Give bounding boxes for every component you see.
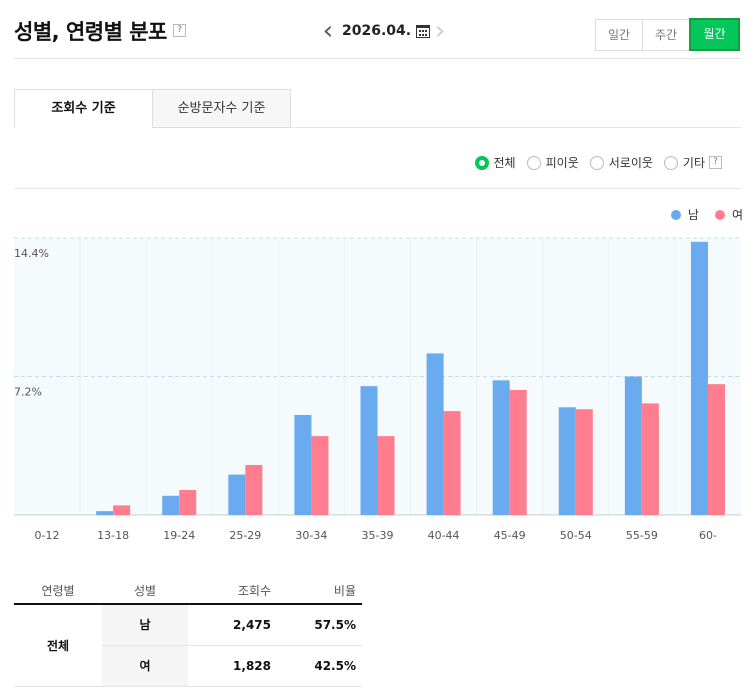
x-tick-label: 60-: [699, 529, 717, 542]
y-tick-label: 7.2%: [14, 386, 42, 399]
y-tick-label: 14.4%: [14, 247, 49, 260]
legend-female-label: 여: [731, 208, 743, 222]
x-tick-label: 13-18: [97, 529, 129, 542]
x-tick-label: 0-12: [35, 529, 60, 542]
col-header-age: 연령별: [14, 577, 102, 605]
period-weekly-button[interactable]: 주간: [642, 19, 690, 51]
bar-female: [311, 436, 329, 515]
tab-views[interactable]: 조회수 기준: [14, 89, 153, 128]
x-tick-label: 19-24: [163, 529, 195, 542]
views-cell: 1,828: [188, 645, 275, 687]
x-tick-label: 55-59: [626, 529, 658, 542]
x-tick-label: 30-34: [295, 529, 327, 542]
filter-other-label: 기타: [682, 156, 705, 170]
period-monthly-button[interactable]: 월간: [689, 18, 740, 51]
bar-male: [624, 376, 642, 515]
period-selector: 일간 주간 월간: [595, 18, 740, 51]
legend-male: 남: [670, 206, 699, 223]
bar-male: [294, 414, 312, 515]
sex-cell: 남: [102, 604, 188, 646]
neighbor-filter: 전체 피이웃 서로이웃 기타 ?: [464, 154, 722, 171]
table-row: 전체 남 2,475 57.5%: [14, 604, 362, 687]
age-group-cell: 전체: [14, 604, 102, 687]
bar-female: [707, 384, 725, 515]
filter-divider: [14, 188, 741, 189]
calendar-icon[interactable]: [416, 24, 431, 38]
filter-all[interactable]: 전체: [474, 154, 516, 171]
bar-female: [377, 436, 395, 515]
bar-male: [558, 407, 576, 515]
ratio-cell: 42.5%: [275, 645, 362, 687]
bar-female: [575, 409, 593, 515]
bar-male: [162, 495, 180, 515]
table-row: 여 1,828 42.5%: [14, 645, 362, 687]
legend-female-dot: [714, 209, 725, 220]
radio-selected-icon[interactable]: [474, 155, 489, 170]
col-header-views: 조회수: [188, 577, 275, 605]
next-date-icon[interactable]: ›: [434, 16, 446, 46]
legend-female: 여: [714, 206, 743, 223]
views-cell: 2,475: [188, 604, 275, 646]
x-tick-label: 35-39: [362, 529, 394, 542]
filter-mutual-label: 서로이웃: [608, 156, 653, 170]
filter-all-label: 전체: [493, 156, 516, 170]
sex-cell: 여: [102, 645, 188, 687]
bar-female: [443, 411, 461, 515]
filter-neighbor-label: 피이웃: [545, 156, 579, 170]
filter-neighbor[interactable]: 피이웃: [526, 154, 579, 171]
date-navigator: ‹ 2026.04. ›: [318, 18, 450, 44]
x-tick-label: 50-54: [560, 529, 592, 542]
col-header-ratio: 비율: [275, 577, 362, 605]
x-tick-label: 25-29: [229, 529, 261, 542]
bar-male: [360, 386, 378, 515]
bar-male: [96, 511, 114, 515]
period-daily-button[interactable]: 일간: [595, 19, 643, 51]
bar-male: [228, 474, 246, 515]
legend-male-dot: [670, 209, 681, 220]
help-icon[interactable]: ?: [172, 23, 186, 37]
header-divider: [14, 58, 741, 59]
bar-male: [492, 380, 510, 515]
prev-date-icon[interactable]: ‹: [322, 16, 334, 46]
chart-legend: 남 여: [655, 206, 743, 223]
bar-male: [426, 353, 444, 515]
filter-other[interactable]: 기타: [663, 154, 705, 171]
tab-visitors[interactable]: 순방문자수 기준: [152, 89, 291, 128]
legend-male-label: 남: [687, 208, 699, 222]
age-gender-bar-chart: 14.4% 7.2% 0-12 13-18 19-24 25-29 30-34 35-39 40…: [14, 237, 741, 542]
radio-icon[interactable]: [589, 155, 604, 170]
bar-female: [641, 403, 659, 515]
page-title: 성별, 연령별 분포?: [14, 16, 186, 46]
bar-female: [179, 489, 197, 515]
distribution-table: 연령별 성별 조회수 비율 전체 남 2,475 57.5% 여 1,828 4…: [14, 577, 362, 687]
ratio-cell: 57.5%: [275, 604, 362, 646]
x-tick-label: 45-49: [494, 529, 526, 542]
current-date: 2026.04.: [342, 23, 412, 39]
x-tick-label: 40-44: [428, 529, 460, 542]
bar-male: [690, 241, 708, 515]
radio-icon[interactable]: [526, 155, 541, 170]
radio-icon[interactable]: [663, 155, 678, 170]
basis-tabs: 조회수 기준 순방문자수 기준: [14, 89, 291, 128]
bar-female: [509, 389, 527, 515]
bar-female: [245, 464, 263, 515]
col-header-sex: 성별: [102, 577, 188, 605]
bar-female: [113, 505, 131, 515]
tab-underline: [292, 127, 741, 128]
filter-help-icon[interactable]: ?: [709, 156, 722, 169]
page-title-text: 성별, 연령별 분포: [14, 20, 167, 44]
filter-mutual-neighbor[interactable]: 서로이웃: [589, 154, 653, 171]
